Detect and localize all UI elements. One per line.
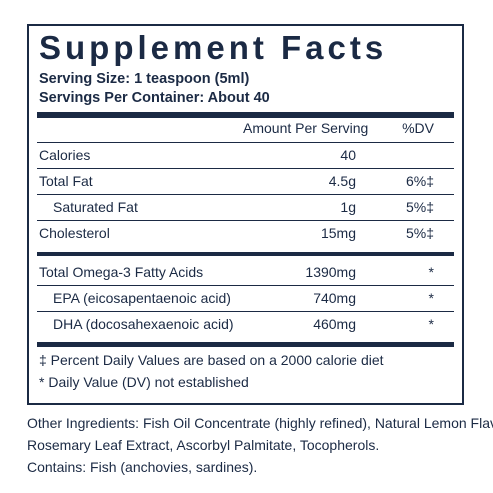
nutrient-amount: 460mg bbox=[313, 316, 356, 332]
row-divider bbox=[37, 311, 454, 312]
nutrient-row-omega-3: Total Omega-3 Fatty Acids 1390mg * bbox=[39, 262, 454, 282]
nutrient-amount: 1390mg bbox=[305, 264, 356, 280]
nutrient-name: Saturated Fat bbox=[53, 199, 138, 215]
nutrient-name: EPA (eicosapentaenoic acid) bbox=[53, 290, 231, 306]
nutrient-dv: * bbox=[428, 316, 434, 332]
nutrient-amount: 1g bbox=[340, 199, 356, 215]
nutrient-name: Total Fat bbox=[39, 173, 93, 189]
nutrient-name: Total Omega-3 Fatty Acids bbox=[39, 264, 204, 280]
row-divider bbox=[37, 285, 454, 286]
nutrient-name: Cholesterol bbox=[39, 225, 110, 241]
serving-size: Serving Size: 1 teaspoon (5ml) bbox=[39, 71, 250, 87]
servings-per-container: Servings Per Container: About 40 bbox=[39, 90, 270, 106]
row-divider bbox=[37, 220, 454, 221]
nutrient-amount: 740mg bbox=[313, 290, 356, 306]
contains-allergens: Contains: Fish (anchovies, sardines). bbox=[27, 459, 258, 475]
other-ingredients-line-2: Rosemary Leaf Extract, Ascorbyl Palmitat… bbox=[27, 437, 380, 453]
nutrient-row-cholesterol: Cholesterol 15mg 5%‡ bbox=[39, 223, 454, 243]
nutrient-dv: 5%‡ bbox=[405, 199, 434, 215]
nutrient-dv: 6%‡ bbox=[405, 173, 434, 189]
nutrient-amount: 15mg bbox=[320, 225, 356, 241]
other-ingredients-line-1: Other Ingredients: Fish Oil Concentrate … bbox=[27, 415, 493, 431]
medium-divider bbox=[37, 252, 454, 256]
thick-divider-top bbox=[37, 112, 454, 118]
nutrient-name: DHA (docosahexaenoic acid) bbox=[53, 316, 234, 332]
supplement-facts-panel: Supplement Facts Serving Size: 1 teaspoo… bbox=[27, 24, 464, 405]
footnote-percent-dv: ‡ Percent Daily Values are based on a 20… bbox=[39, 352, 384, 368]
nutrient-amount: 4.5g bbox=[328, 173, 356, 189]
nutrient-dv: * bbox=[428, 290, 434, 306]
amount-per-serving-header: Amount Per Serving bbox=[243, 120, 369, 136]
nutrient-row-epa: EPA (eicosapentaenoic acid) 740mg * bbox=[39, 288, 454, 308]
nutrient-row-dha: DHA (docosahexaenoic acid) 460mg * bbox=[39, 314, 454, 334]
header-divider bbox=[37, 142, 454, 143]
row-divider bbox=[37, 168, 454, 169]
dv-header: %DV bbox=[402, 120, 434, 136]
nutrient-row-calories: Calories 40 bbox=[39, 145, 454, 165]
nutrient-dv: * bbox=[428, 264, 434, 280]
row-divider bbox=[37, 194, 454, 195]
nutrient-amount: 40 bbox=[340, 147, 356, 163]
nutrient-name: Calories bbox=[39, 147, 91, 163]
nutrient-row-saturated-fat: Saturated Fat 1g 5%‡ bbox=[39, 197, 454, 217]
nutrient-row-total-fat: Total Fat 4.5g 6%‡ bbox=[39, 171, 454, 191]
panel-title: Supplement Facts bbox=[39, 29, 388, 66]
thick-divider-bottom bbox=[37, 342, 454, 347]
footnote-dv-not-established: * Daily Value (DV) not established bbox=[39, 374, 249, 390]
nutrient-dv: 5%‡ bbox=[405, 225, 434, 241]
